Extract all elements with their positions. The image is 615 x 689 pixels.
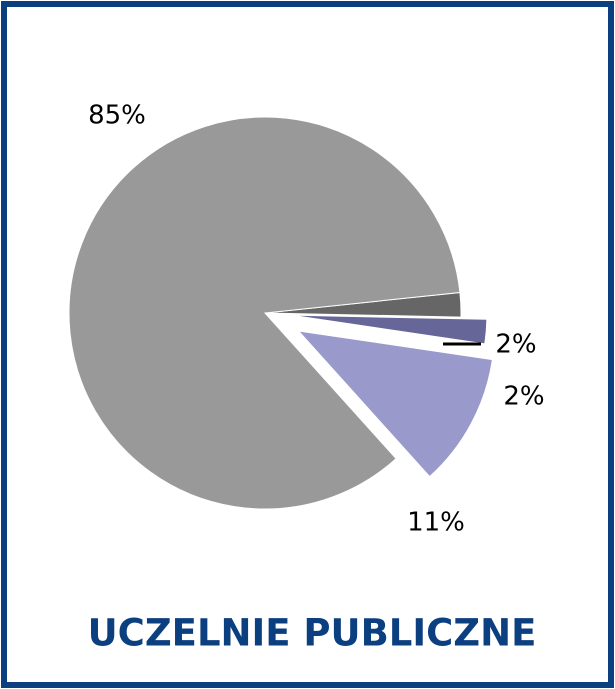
chart-title: UCZELNIE PUBLICZNE bbox=[88, 612, 537, 655]
data-label: 11% bbox=[407, 508, 465, 538]
data-label: 2% bbox=[495, 330, 536, 360]
data-label: 2% bbox=[503, 382, 544, 412]
pie-slice bbox=[290, 314, 488, 345]
pie-slice bbox=[297, 330, 493, 478]
data-label: 85% bbox=[88, 101, 146, 131]
pie-slice bbox=[68, 116, 461, 510]
